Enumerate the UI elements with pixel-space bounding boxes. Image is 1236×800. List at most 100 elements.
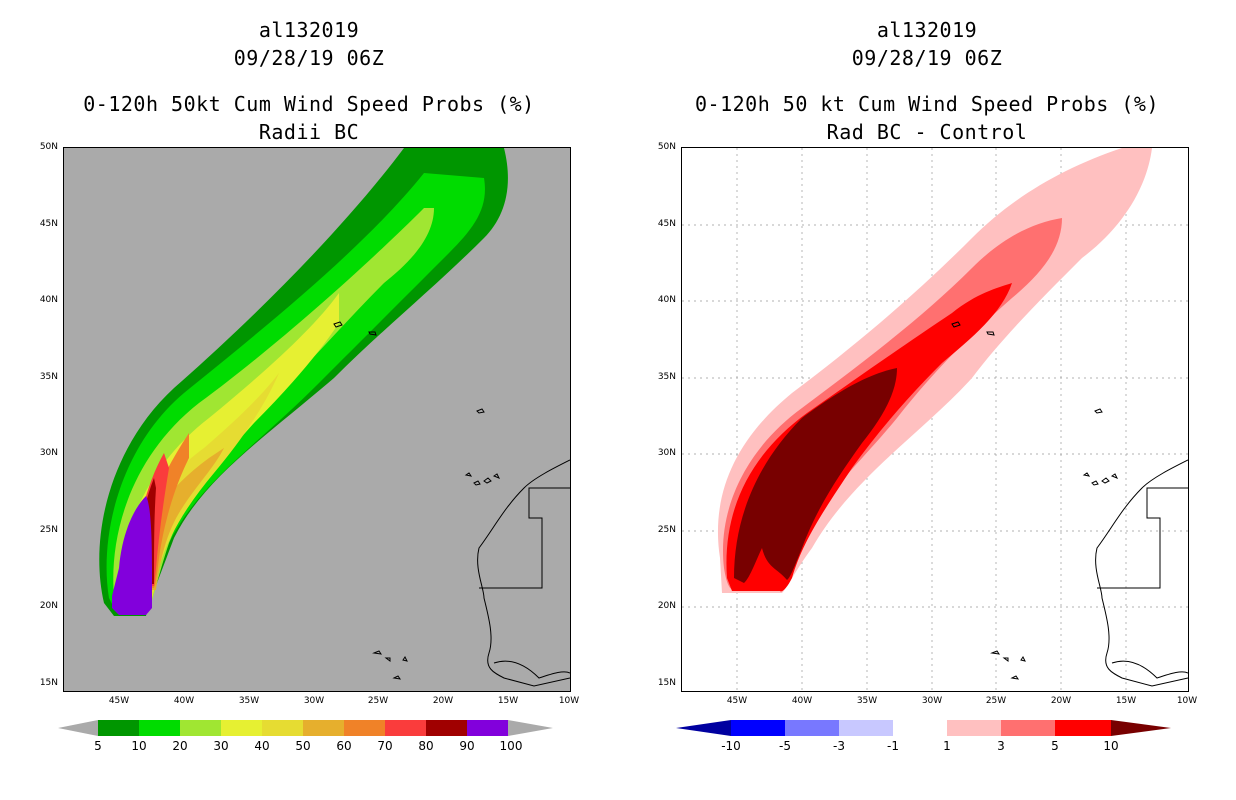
colorbar-label: 10 — [1103, 739, 1119, 753]
lat-tick: 50N — [39, 142, 58, 152]
colorbar-label: 30 — [213, 739, 229, 753]
storm-id-title: al132019 — [258, 18, 360, 42]
colorbar-segment — [893, 720, 947, 736]
colorbar-label: 20 — [172, 739, 188, 753]
colorbar-label: -1 — [887, 739, 899, 753]
date-title: 09/28/19 06Z — [851, 46, 1003, 70]
storm-id-title: al132019 — [876, 18, 978, 42]
band-10 — [734, 368, 897, 583]
island-cape-verde — [372, 650, 408, 680]
lat-tick: 35N — [39, 372, 58, 382]
colorbar-label: 40 — [254, 739, 270, 753]
band-10 — [106, 173, 485, 608]
island-madeira — [1094, 408, 1103, 414]
africa-coastline — [477, 459, 570, 687]
island-azores — [333, 321, 377, 336]
colorbar — [58, 718, 553, 738]
lon-tick: 35W — [856, 696, 878, 706]
colorbar-label: -5 — [779, 739, 791, 753]
colorbar-label: 70 — [377, 739, 393, 753]
colorbar-over-arrow — [508, 720, 553, 736]
colorbar-label: -3 — [833, 739, 845, 753]
colorbar-segment — [221, 720, 262, 736]
band-90 — [112, 496, 152, 615]
lat-tick: 25N — [39, 525, 58, 535]
colorbar-label: 10 — [131, 739, 147, 753]
subtitle: Radii BC — [258, 120, 360, 144]
lon-tick: 30W — [303, 696, 325, 706]
colorbar-segment — [426, 720, 467, 736]
border-line — [1097, 487, 1188, 679]
colorbar-label: 5 — [94, 739, 102, 753]
subtitle: Rad BC - Control — [826, 120, 1028, 144]
lon-tick: 15W — [1115, 696, 1137, 706]
lat-tick: 15N — [657, 678, 676, 688]
lon-tick: 35W — [238, 696, 260, 706]
colorbar-segment — [785, 720, 839, 736]
difference-map — [681, 147, 1189, 692]
colorbar-over-arrow — [1111, 720, 1171, 736]
date-title: 09/28/19 06Z — [233, 46, 385, 70]
colorbar-label: 5 — [1051, 739, 1059, 753]
lon-tick: 45W — [726, 696, 748, 706]
colorbar-segment — [1001, 720, 1055, 736]
lat-tick: 20N — [39, 601, 58, 611]
colorbar-segment — [1055, 720, 1111, 736]
lon-tick: 40W — [173, 696, 195, 706]
border-line — [479, 487, 570, 679]
colorbar-segment — [344, 720, 385, 736]
lon-tick: 45W — [108, 696, 130, 706]
lon-tick: 20W — [432, 696, 454, 706]
colorbar-label: 100 — [499, 739, 523, 753]
colorbar-segment — [731, 720, 785, 736]
lat-tick: 40N — [39, 295, 58, 305]
colorbar-label: 1 — [943, 739, 951, 753]
lon-tick: 10W — [558, 696, 580, 706]
island-azores — [951, 321, 995, 336]
colorbar-segment — [385, 720, 426, 736]
lat-tick: 20N — [657, 601, 676, 611]
colorbar-segment — [139, 720, 180, 736]
island-madeira — [476, 408, 485, 414]
lon-tick: 40W — [791, 696, 813, 706]
lat-tick: 40N — [657, 295, 676, 305]
lat-tick: 30N — [39, 448, 58, 458]
difference-map-svg — [682, 148, 1188, 691]
island-canaries — [1082, 472, 1119, 486]
left-panel: al132019 09/28/19 06Z 0-120h 50kt Cum Wi… — [39, 18, 580, 753]
probability-map — [63, 147, 571, 692]
product-title: 0-120h 50 kt Cum Wind Speed Probs (%) — [694, 92, 1160, 116]
lat-tick: 45N — [657, 219, 676, 229]
lon-tick: 15W — [497, 696, 519, 706]
colorbar-label: -10 — [721, 739, 741, 753]
colorbar-under-arrow — [58, 720, 98, 736]
colorbar-label: 80 — [418, 739, 434, 753]
lat-tick: 25N — [657, 525, 676, 535]
colorbar-segment — [467, 720, 508, 736]
colorbar — [676, 718, 1171, 738]
lat-tick: 35N — [657, 372, 676, 382]
probability-map-svg — [99, 148, 570, 687]
colorbar-segment — [98, 720, 139, 736]
colorbar-segment — [180, 720, 221, 736]
lon-tick: 20W — [1050, 696, 1072, 706]
colorbar-segment — [303, 720, 344, 736]
colorbar-label: 60 — [336, 739, 352, 753]
lat-tick: 15N — [39, 678, 58, 688]
colorbar-segment — [262, 720, 303, 736]
lat-tick: 45N — [39, 219, 58, 229]
colorbar-label: 50 — [295, 739, 311, 753]
island-canaries — [464, 472, 501, 486]
colorbar-label: 3 — [997, 739, 1005, 753]
colorbar-label: 90 — [459, 739, 475, 753]
lon-tick: 10W — [1176, 696, 1198, 706]
lon-tick: 25W — [985, 696, 1007, 706]
lat-tick: 50N — [657, 142, 676, 152]
lat-tick: 30N — [657, 448, 676, 458]
colorbar-segment — [947, 720, 1001, 736]
lon-tick: 25W — [367, 696, 389, 706]
right-panel: al132019 09/28/19 06Z 0-120h 50 kt Cum W… — [618, 0, 1236, 800]
lon-tick: 30W — [921, 696, 943, 706]
africa-coastline — [1095, 459, 1188, 687]
island-cape-verde — [990, 650, 1026, 680]
